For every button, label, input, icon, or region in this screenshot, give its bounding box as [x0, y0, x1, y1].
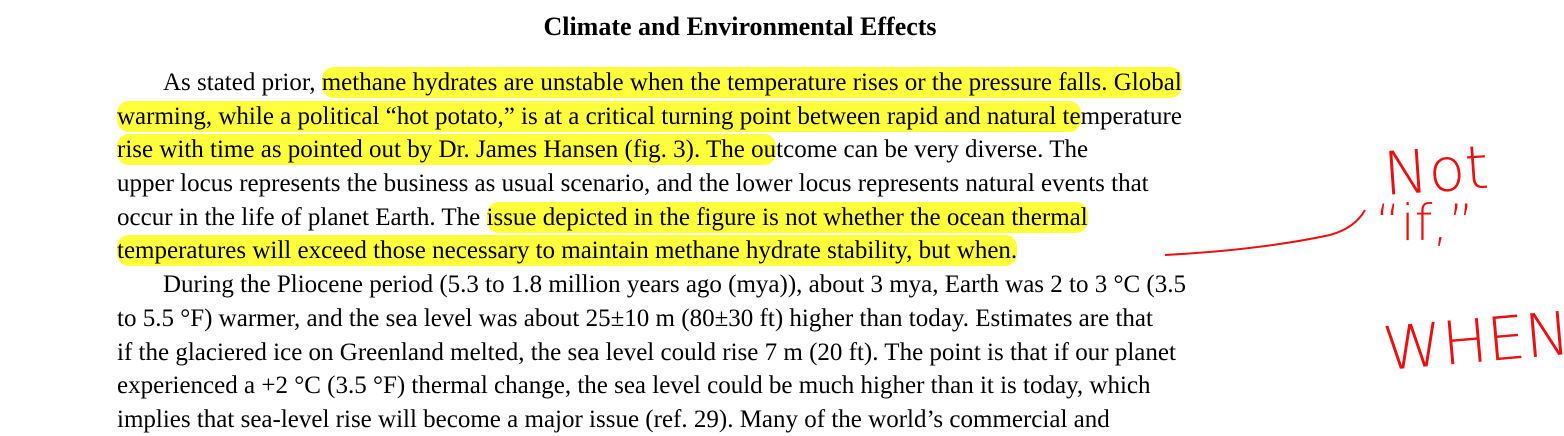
paragraph-body: As stated prior, methane hydrates are un… — [117, 66, 1357, 436]
text-line: occur in the life of planet Earth. The i… — [117, 201, 1357, 235]
highlighted-text: temperatures will exceed those necessary… — [117, 235, 1018, 267]
section-title: Climate and Environmental Effects — [543, 12, 937, 41]
text-line: temperatures will exceed those necessary… — [117, 234, 1357, 268]
text-line: upper locus represents the business as u… — [117, 167, 1357, 201]
highlighted-text: rise with time as pointed out by Dr. Jam… — [117, 134, 777, 166]
ink-note: “if,” — [1375, 194, 1474, 252]
text-line: warming, while a political “hot potato,”… — [117, 100, 1357, 134]
text-run: to 5.5 °F) warmer, and the sea level was… — [117, 304, 1153, 332]
highlighted-text: warming, while a political “hot potato,”… — [117, 100, 1081, 132]
text-line: if the glaciered ice on Greenland melted… — [117, 336, 1357, 370]
text-line: During the Pliocene period (5.3 to 1.8 m… — [117, 268, 1357, 302]
text-line: implies that sea-level rise will become … — [117, 403, 1357, 436]
text-line: experienced a +2 °C (3.5 °F) thermal cha… — [117, 369, 1357, 403]
text-run: mperature — [1080, 102, 1182, 130]
ink-stroke — [1164, 209, 1366, 256]
text-run: During the Pliocene period (5.3 to 1.8 m… — [163, 271, 1186, 299]
text-run: As stated prior, — [163, 69, 322, 96]
text-run: implies that sea-level rise will become … — [117, 405, 1110, 433]
text-run: upper locus represents the business as u… — [117, 170, 1149, 198]
text-run: if the glaciered ice on Greenland melted… — [117, 338, 1176, 366]
text-line: rise with time as pointed out by Dr. Jam… — [117, 133, 1357, 167]
text-run: occur in the life of planet Earth. The — [117, 203, 487, 231]
text-run: tcome can be very diverse. The — [776, 136, 1089, 164]
highlighted-text: issue depicted in the figure is not whet… — [486, 201, 1088, 233]
highlighted-text: methane hydrates are unstable when the t… — [321, 67, 1182, 98]
text-run: experienced a +2 °C (3.5 °F) thermal cha… — [117, 372, 1151, 400]
ink-note: Not — [1381, 133, 1491, 210]
ink-note: WHEN — [1380, 299, 1564, 385]
text-line: As stated prior, methane hydrates are un… — [117, 66, 1357, 100]
text-line: to 5.5 °F) warmer, and the sea level was… — [117, 302, 1357, 336]
